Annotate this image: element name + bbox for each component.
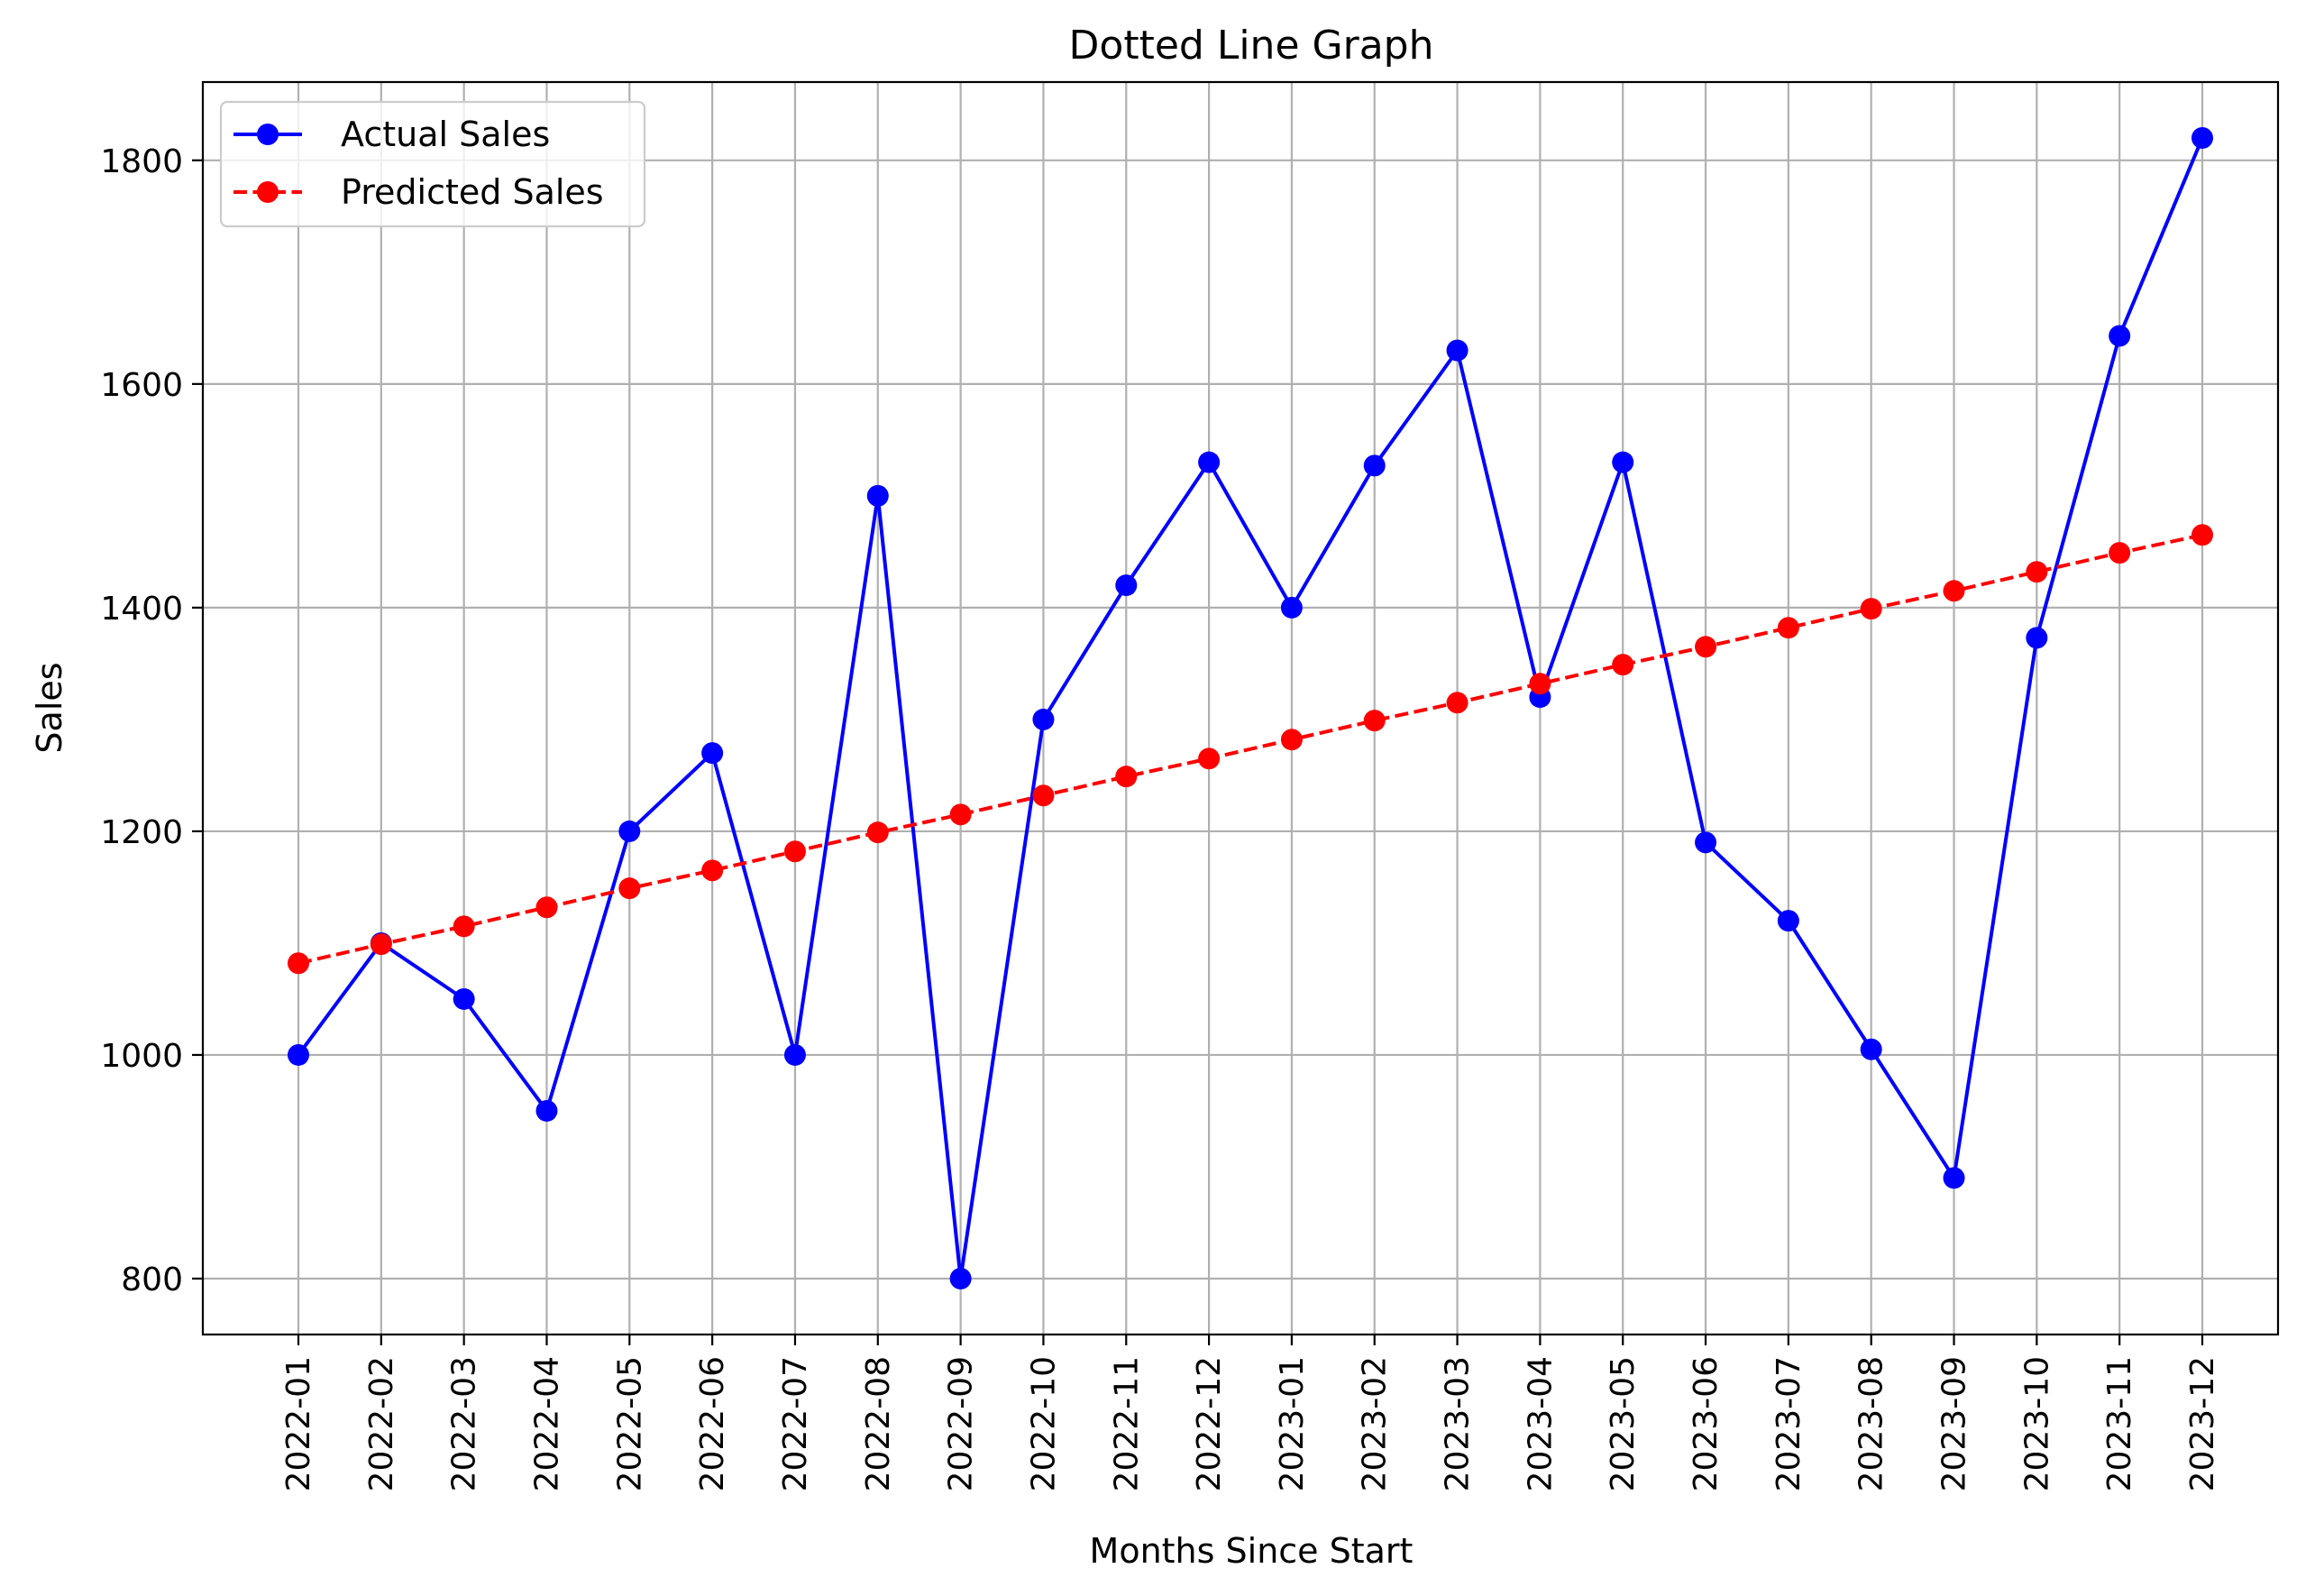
data-point [1363,710,1386,732]
data-point [1032,708,1055,730]
data-point [866,484,889,507]
data-point [1198,451,1221,473]
data-point [1280,729,1303,751]
x-tick-label: 2023-10 [2018,1356,2055,1491]
data-point [1529,673,1551,695]
data-point [701,742,724,765]
y-tick-label: 800 [121,1261,183,1298]
legend-frame [219,100,646,228]
x-tick-label: 2023-02 [1357,1356,1394,1491]
data-point [866,821,889,844]
data-point [949,803,972,826]
x-tick-label: 2022-02 [363,1356,400,1491]
x-tick-label: 2023-04 [1522,1356,1559,1491]
x-tick-label: 2022-09 [943,1356,980,1491]
series-layer [288,127,2213,1289]
grid-lines [203,82,2278,1335]
data-point [618,877,641,900]
y-axis-label: Sales [30,662,69,753]
data-point [1612,654,1634,676]
y-tick-label: 1400 [100,591,183,628]
x-tick-label: 2023-11 [2101,1356,2138,1491]
data-point [1860,598,1882,620]
data-point [535,896,558,919]
data-point [1943,580,1965,602]
data-point [1115,574,1138,597]
x-tick-label: 2022-06 [694,1356,731,1491]
legend-marker [257,181,279,203]
data-point [1695,831,1717,854]
y-axis-ticks: 800 1000 1200 1400 1600 1800 [100,143,203,1298]
data-point [2109,325,2131,347]
x-axis-label: Months Since Start [1090,1531,1414,1571]
data-point [370,933,392,956]
data-point [1446,339,1469,362]
y-tick-label: 1600 [100,367,183,404]
data-point [1695,636,1717,658]
data-point [2191,127,2213,150]
x-tick-label: 2022-01 [280,1356,317,1491]
data-point [535,1099,558,1122]
legend-marker [257,124,279,145]
data-point [2109,542,2131,564]
data-point [1777,910,1799,932]
x-tick-label: 2022-11 [1108,1356,1145,1491]
y-tick-label: 1200 [100,814,183,851]
x-tick-label: 2023-01 [1274,1356,1311,1491]
data-point [701,859,724,882]
data-point [1198,748,1221,770]
series-predicted-sales [288,524,2213,975]
x-tick-label: 2023-06 [1688,1356,1725,1491]
x-tick-label: 2023-12 [2184,1356,2221,1491]
x-tick-label: 2022-12 [1191,1356,1228,1491]
x-tick-label: 2022-07 [777,1356,814,1491]
data-point [1943,1167,1965,1189]
data-point [453,987,475,1010]
x-tick-label: 2023-03 [1440,1356,1477,1491]
data-point [783,840,806,863]
data-point [1115,766,1138,788]
data-point [1860,1038,1882,1060]
series-actual-sales [288,127,2213,1289]
legend-label: Predicted Sales [341,172,604,212]
y-tick-label: 1000 [100,1038,183,1075]
data-point [949,1267,972,1289]
x-tick-label: 2023-07 [1770,1356,1807,1491]
x-tick-label: 2022-08 [860,1356,897,1491]
data-point [453,915,475,938]
x-tick-label: 2022-04 [528,1356,565,1491]
legend-label: Actual Sales [341,115,550,154]
data-point [288,952,309,975]
data-point [1363,454,1386,477]
x-axis-ticks: 2022-01 2022-02 2022-03 2022-04 2022-05 2022-… [280,1335,2221,1491]
series-line [297,533,2203,966]
x-tick-label: 2022-03 [446,1356,483,1491]
data-point [1280,596,1303,619]
x-tick-label: 2023-08 [1853,1356,1890,1491]
data-point [2026,561,2048,583]
series-line [297,137,2204,1280]
x-tick-label: 2023-05 [1605,1356,1642,1491]
x-tick-label: 2023-09 [1936,1356,1973,1491]
data-point [1446,692,1469,714]
data-point [1032,784,1055,807]
data-point [1777,617,1799,639]
data-point [1612,451,1634,473]
data-point [783,1043,806,1066]
chart-title: Dotted Line Graph [1069,23,1434,69]
data-point [2191,524,2213,546]
x-tick-label: 2022-05 [611,1356,648,1491]
data-point [2026,627,2048,649]
plot-frame [201,80,2280,1336]
legend: Actual Sales Predicted Sales [219,100,646,228]
data-point [618,820,641,842]
data-point [288,1043,309,1066]
y-tick-label: 1800 [100,143,183,180]
x-tick-label: 2022-10 [1025,1356,1062,1491]
